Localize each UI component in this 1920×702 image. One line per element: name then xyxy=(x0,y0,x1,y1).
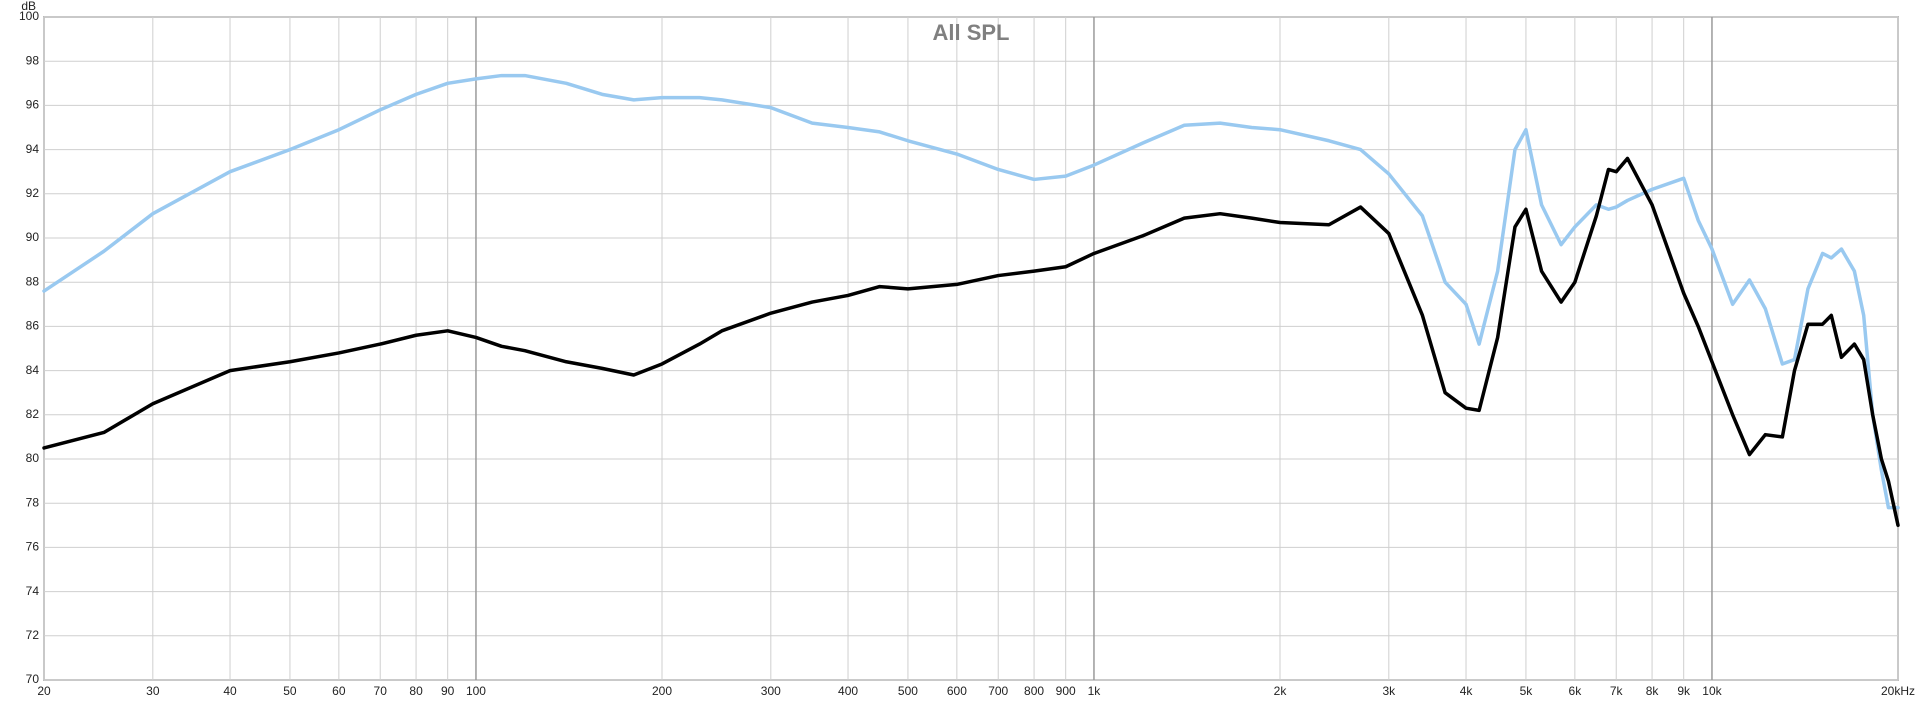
x-tick-label: 4k xyxy=(1460,684,1474,698)
x-tick-label: 500 xyxy=(898,684,918,698)
y-axis-label: dB xyxy=(21,0,36,13)
x-tick-label: 20kHz xyxy=(1881,684,1915,698)
x-tick-label: 30 xyxy=(146,684,160,698)
y-tick-label: 88 xyxy=(26,274,40,288)
x-tick-label: 8k xyxy=(1646,684,1660,698)
x-tick-label: 7k xyxy=(1610,684,1624,698)
chart-title: All SPL xyxy=(932,20,1009,45)
x-tick-label: 60 xyxy=(332,684,346,698)
x-tick-label: 2k xyxy=(1274,684,1288,698)
y-tick-label: 72 xyxy=(26,628,40,642)
x-tick-label: 200 xyxy=(652,684,672,698)
y-tick-label: 76 xyxy=(26,540,40,554)
y-tick-label: 74 xyxy=(26,584,40,598)
y-tick-label: 82 xyxy=(26,407,40,421)
y-tick-label: 100 xyxy=(19,9,39,23)
x-tick-label: 70 xyxy=(374,684,388,698)
y-tick-label: 96 xyxy=(26,98,40,112)
plot-area xyxy=(43,16,1899,681)
x-tick-label: 6k xyxy=(1569,684,1583,698)
y-tick-label: 84 xyxy=(26,363,40,377)
y-tick-label: 78 xyxy=(26,495,40,509)
x-tick-label: 100 xyxy=(466,684,486,698)
x-tick-label: 3k xyxy=(1382,684,1396,698)
x-tick-label: 5k xyxy=(1520,684,1534,698)
x-tick-label: 1k xyxy=(1088,684,1102,698)
x-tick-label: 50 xyxy=(283,684,297,698)
x-tick-label: 90 xyxy=(441,684,455,698)
y-tick-label: 98 xyxy=(26,53,40,67)
x-tick-label: 40 xyxy=(223,684,237,698)
series-line xyxy=(42,73,1900,510)
y-tick-label: 86 xyxy=(26,319,40,333)
y-tick-label: 90 xyxy=(26,230,40,244)
x-tick-label: 80 xyxy=(409,684,423,698)
x-tick-label: 9k xyxy=(1677,684,1691,698)
x-tick-label: 10k xyxy=(1702,684,1722,698)
y-tick-label: 80 xyxy=(26,451,40,465)
y-tick-label: 94 xyxy=(26,142,40,156)
x-tick-label: 700 xyxy=(988,684,1008,698)
x-tick-label: 20 xyxy=(37,684,51,698)
y-tick-label: 70 xyxy=(26,672,40,686)
y-tick-label: 92 xyxy=(26,186,40,200)
x-tick-label: 900 xyxy=(1056,684,1076,698)
x-tick-label: 400 xyxy=(838,684,858,698)
x-tick-label: 300 xyxy=(761,684,781,698)
x-tick-label: 600 xyxy=(947,684,967,698)
series-line xyxy=(42,156,1900,528)
x-tick-label: 800 xyxy=(1024,684,1044,698)
